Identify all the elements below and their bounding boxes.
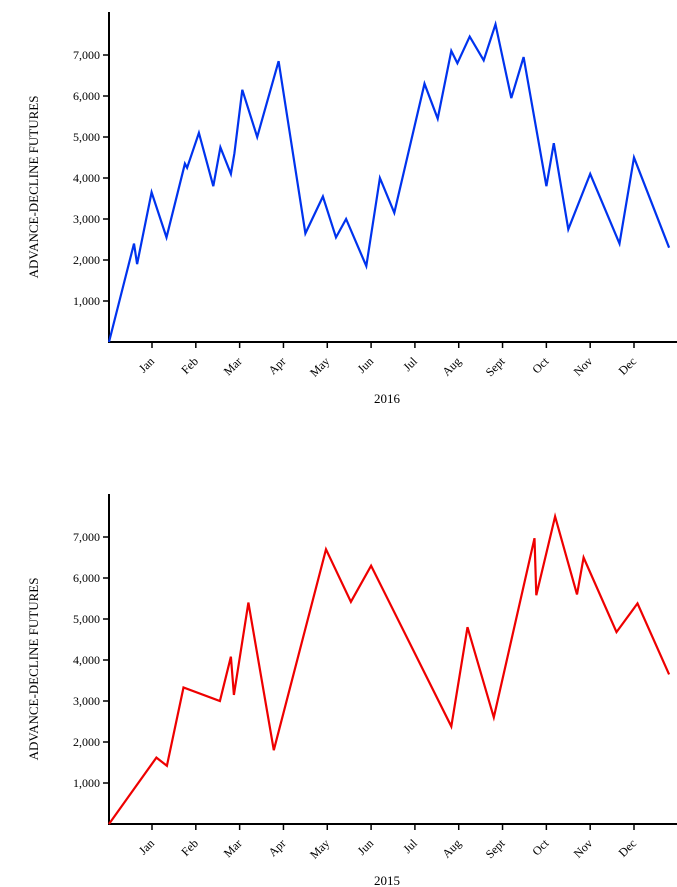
x-tick-label: Aug <box>439 354 464 379</box>
x-tick-label: Apr <box>265 354 288 377</box>
x-tick-label: Nov <box>571 836 596 861</box>
x-tick-label: Feb <box>178 354 201 377</box>
y-axis-title: ADVANCE-DECLINE FUTURES <box>26 578 41 761</box>
y-tick-label: 4,000 <box>73 653 100 667</box>
x-tick-label: Mar <box>221 836 245 860</box>
y-tick-label: 6,000 <box>73 571 100 585</box>
x-tick-label: Aug <box>439 836 464 861</box>
x-tick-label: Apr <box>265 836 288 859</box>
x-tick-label: Sept <box>483 836 508 861</box>
y-tick-label: 7,000 <box>73 530 100 544</box>
x-axis-title: 2016 <box>374 391 401 406</box>
x-tick-label: Feb <box>178 836 201 859</box>
x-tick-label: Oct <box>529 836 552 859</box>
y-tick-label: 6,000 <box>73 89 100 103</box>
y-tick-label: 5,000 <box>73 130 100 144</box>
x-tick-label: Dec <box>616 354 640 378</box>
series-line <box>108 512 671 825</box>
y-tick-label: 1,000 <box>73 294 100 308</box>
y-tick-label: 2,000 <box>73 735 100 749</box>
x-tick-label: Jul <box>400 354 420 374</box>
y-tick-label: 3,000 <box>73 694 100 708</box>
y-tick-label: 5,000 <box>73 612 100 626</box>
x-tick-label: May <box>307 354 332 379</box>
x-tick-label: Jun <box>355 354 377 376</box>
x-tick-label: Nov <box>571 354 596 379</box>
y-tick-label: 1,000 <box>73 776 100 790</box>
chart-2016: 1,000 2,000 3,000 4,000 5,000 6,000 7,000 Jan Fe… <box>26 12 677 406</box>
series-line <box>107 20 671 343</box>
chart-2015: 1,000 2,000 3,000 4,000 5,000 6,000 7,000 Jan Fe… <box>26 494 677 887</box>
x-tick-label: Oct <box>529 354 552 377</box>
x-tick-label: Jun <box>355 836 377 858</box>
y-tick-label: 2,000 <box>73 253 100 267</box>
y-tick-label: 3,000 <box>73 212 100 226</box>
x-tick-label: Jan <box>136 836 157 857</box>
x-tick-label: Jul <box>400 836 420 856</box>
x-tick-label: Sept <box>483 354 508 379</box>
y-axis-title: ADVANCE-DECLINE FUTURES <box>26 96 41 279</box>
y-tick-label: 7,000 <box>73 48 100 62</box>
x-tick-label: Dec <box>616 836 640 860</box>
x-tick-label: Jan <box>136 354 157 375</box>
x-axis-title: 2015 <box>374 873 400 887</box>
x-tick-label: Mar <box>221 354 245 378</box>
x-tick-label: May <box>307 836 332 861</box>
y-tick-label: 4,000 <box>73 171 100 185</box>
